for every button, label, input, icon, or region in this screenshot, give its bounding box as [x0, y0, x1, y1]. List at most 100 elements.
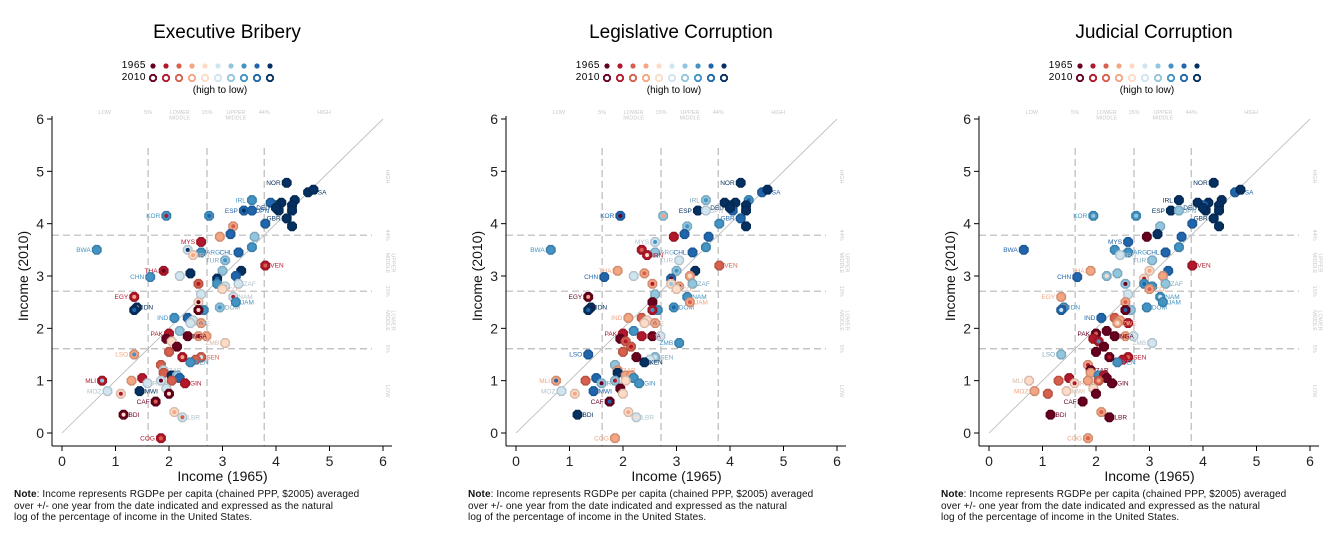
- data-point: [668, 231, 679, 242]
- point-label: SEN: [660, 354, 674, 361]
- marker-1965: [132, 294, 137, 299]
- legend-swatches-1965: [150, 63, 273, 69]
- marker-1965: [185, 334, 190, 339]
- marker-1965: [637, 381, 642, 386]
- marker-1965: [1085, 378, 1090, 383]
- point-label: THA: [1072, 268, 1086, 275]
- marker-1965: [1088, 370, 1093, 375]
- data-point-deu: DEU: [256, 203, 281, 213]
- marker-1965: [631, 328, 636, 333]
- marker-1965: [199, 292, 204, 297]
- data-point-zmb: ZMB: [205, 338, 231, 348]
- marker-1965: [177, 376, 182, 381]
- x-tick-label: 3: [673, 453, 681, 469]
- y-tick-label: 5: [490, 163, 498, 179]
- band-label-top: HIGH: [1244, 110, 1258, 116]
- point-label: CHN: [584, 274, 598, 281]
- note-line-1: : Income represents RGDPe per capita (ch…: [36, 489, 360, 500]
- data-point-mys: MYS: [1108, 237, 1134, 247]
- data-point: [631, 352, 642, 363]
- marker-1965: [618, 213, 623, 218]
- legend-dot-1965: [721, 63, 727, 69]
- point-label: IRL: [236, 197, 247, 204]
- marker-1965: [607, 399, 612, 404]
- legend-dot-1965: [228, 63, 234, 69]
- data-point-bdi: BDI: [1045, 409, 1067, 420]
- point-label: IDN: [142, 305, 154, 312]
- data-point: [620, 375, 631, 386]
- marker-1965: [1085, 436, 1090, 441]
- marker-1965: [693, 268, 698, 273]
- legend-ring-2010: [149, 74, 157, 82]
- marker-1965: [1059, 308, 1064, 313]
- marker-1965: [158, 378, 163, 383]
- point-label: IND: [611, 315, 623, 322]
- marker-1965: [653, 239, 658, 244]
- marker-1965: [1123, 281, 1128, 286]
- x-tick-label: 3: [219, 453, 227, 469]
- data-point: [1101, 271, 1112, 281]
- x-tick-label: 4: [272, 453, 280, 469]
- marker-1965: [1176, 245, 1181, 250]
- legend-subtitle: (high to low): [192, 85, 248, 96]
- marker-1965: [1094, 349, 1098, 354]
- marker-1965: [164, 213, 169, 218]
- marker-1965: [626, 315, 631, 320]
- x-tick-label: 0: [512, 453, 520, 469]
- data-point-tur: TUR: [206, 255, 231, 266]
- point-label: BWA: [1003, 247, 1018, 254]
- legend-ring-2010: [616, 74, 624, 82]
- point-label: IRL: [690, 197, 701, 204]
- y-tick-label: 6: [36, 111, 44, 127]
- x-tick-label: 5: [1253, 453, 1261, 469]
- marker-1965: [196, 281, 201, 286]
- legend-subtitle: (high to low): [1119, 85, 1175, 96]
- data-point: [679, 229, 690, 240]
- data-point-dom: DOM: [214, 302, 240, 313]
- data-point-nor: NOR: [1193, 177, 1219, 188]
- point-label: DOM: [679, 305, 694, 312]
- marker-1965: [196, 308, 201, 313]
- point-label: COG: [594, 435, 609, 442]
- band-label-top: LOW: [553, 110, 566, 116]
- data-point-dom: DOM: [668, 302, 694, 313]
- marker-1965: [671, 234, 676, 239]
- data-point: [1099, 341, 1109, 352]
- point-label: GBR: [267, 216, 281, 223]
- point-label: PAK: [150, 331, 163, 338]
- marker-1965: [236, 281, 241, 286]
- legend-ring-2010: [655, 74, 663, 82]
- marker-1965: [1158, 224, 1163, 229]
- data-point: [156, 375, 166, 386]
- legend-label-2010: 2010: [1048, 72, 1073, 83]
- data-point: [172, 341, 182, 352]
- data-point: [1128, 331, 1139, 342]
- marker-1965: [1155, 232, 1160, 237]
- legend-dot-1965: [695, 63, 701, 69]
- band-label-right: LOW: [838, 385, 844, 398]
- data-point: [684, 271, 695, 281]
- data-point: [1120, 305, 1131, 315]
- data-point-egy: EGY: [1041, 291, 1067, 302]
- marker-1965: [717, 221, 722, 226]
- chart-title: Executive Bribery: [153, 22, 301, 43]
- point-label: ESP: [679, 208, 692, 215]
- legend-swatches-2010: [149, 74, 274, 82]
- data-point-gbr: GBR: [267, 213, 292, 224]
- marker-1965: [669, 281, 674, 286]
- data-point-tur: TUR: [1133, 255, 1158, 266]
- data-point-irl: IRL: [690, 195, 711, 206]
- point-label: ESP: [1152, 208, 1165, 215]
- note: Note: Income represents RGDPe per capita…: [14, 489, 474, 524]
- note-line-2: over +/- one year from the date indicate…: [14, 500, 334, 512]
- marker-1965: [185, 247, 190, 252]
- marker-1965: [223, 340, 228, 345]
- marker-1965: [1190, 263, 1195, 268]
- marker-1965: [744, 208, 749, 213]
- legend-dot-1965: [202, 63, 208, 69]
- legend-dot-1965: [176, 63, 182, 69]
- marker-1965: [599, 381, 604, 386]
- marker-1965: [645, 253, 650, 258]
- band-label-top: 15%: [201, 110, 212, 116]
- point-label: ARG: [1133, 250, 1147, 257]
